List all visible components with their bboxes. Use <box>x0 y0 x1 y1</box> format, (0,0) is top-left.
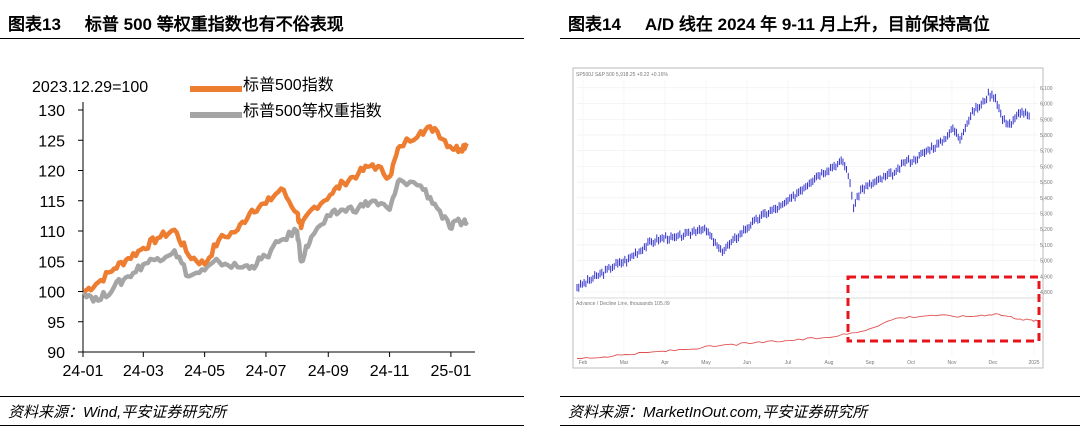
chart-series <box>576 88 1039 359</box>
month-label: Apr <box>661 360 669 366</box>
figure-13-panel: 图表13 标普 500 等权重指数也有不俗表现 2023.12.29=100 标普… <box>0 0 524 439</box>
price-tick-label: 5,100 <box>1040 243 1053 249</box>
y-tick-label: 130 <box>38 103 65 120</box>
figure-14-title: 图表14 A/D 线在 2024 年 9-11 月上升，目前保持高位 <box>568 10 990 35</box>
figure-13-bottom-rule <box>0 396 524 397</box>
month-label: Mar <box>620 360 629 366</box>
price-tick-label: 4,800 <box>1040 290 1053 296</box>
y-tick-label: 120 <box>38 164 65 181</box>
price-tick-label: 4,900 <box>1040 274 1053 280</box>
figure-13-top-rule <box>0 38 524 39</box>
figure-13-title: 图表13 标普 500 等权重指数也有不俗表现 <box>8 10 344 35</box>
price-tick-label: 6,100 <box>1040 86 1053 92</box>
x-tick-label: 24-01 <box>63 363 104 380</box>
month-label: 2025 <box>1028 360 1039 366</box>
month-label: Jun <box>743 360 751 366</box>
series-line-sp500-equal-weight <box>81 177 469 304</box>
legend-label-sp500-equal-weight: 标普500等权重指数 <box>243 102 382 120</box>
figure-14-chart: SP500J S&P 500 5,918.25 +9.22 +0.16% Adv… <box>572 67 1053 369</box>
y-tick-label: 95 <box>47 315 65 332</box>
price-tick-label: 6,000 <box>1040 102 1053 108</box>
figure-14-bottom-rule <box>560 396 1080 397</box>
chart-axes: 90 95 100 105 110 115 120 125 130 24-01 24-03 24-05… <box>38 102 475 380</box>
y-tick-label: 110 <box>39 224 65 241</box>
price-header: SP500J S&P 500 5,918.25 +9.22 +0.16% <box>576 72 668 78</box>
highlight-box <box>846 275 1041 343</box>
x-tick-label: 24-03 <box>123 363 164 380</box>
price-tick-label: 5,700 <box>1040 149 1053 155</box>
figure-13-number: 图表13 <box>8 15 61 34</box>
screenshot-frame <box>572 67 1044 369</box>
x-tick-label: 24-11 <box>370 363 410 380</box>
y-tick-label: 115 <box>39 194 65 211</box>
figure-14-source: 资料来源：MarketInOut.com,平安证券研究所 <box>568 404 868 421</box>
month-label: Sep <box>866 360 875 366</box>
price-tick-label: 5,600 <box>1040 164 1053 170</box>
figure-14-title-text: A/D 线在 2024 年 9-11 月上升，目前保持高位 <box>644 15 990 34</box>
figure-14-end-rule <box>560 425 1080 426</box>
month-label: Aug <box>825 360 834 366</box>
x-tick-label: 24-05 <box>184 363 225 380</box>
month-label: Oct <box>907 360 915 366</box>
figure-13-chart: 2023.12.29=100 标普500指数 标普500等权重指数 90 95 10… <box>32 76 475 380</box>
month-label: May <box>701 360 711 366</box>
base-date-note: 2023.12.29=100 <box>32 79 148 96</box>
chart-series <box>81 124 469 304</box>
price-grid: 4,800 4,900 5,000 5,100 5,200 5,300 5,400 5,500… <box>577 80 1053 366</box>
ad-line-label: Advance / Decline Line, thousands 105.89 <box>576 301 670 307</box>
figure-14-top-rule <box>560 38 1080 39</box>
y-tick-label: 90 <box>47 345 65 362</box>
price-tick-label: 5,000 <box>1040 259 1053 265</box>
series-sp500-price <box>576 88 1030 292</box>
price-tick-label: 5,500 <box>1040 180 1053 186</box>
x-tick-label: 24-07 <box>245 363 286 380</box>
price-tick-label: 5,900 <box>1040 117 1053 123</box>
series-line-sp500 <box>82 124 469 294</box>
legend-label-sp500: 标普500指数 <box>243 76 334 94</box>
figure-14-number: 图表14 <box>568 15 621 34</box>
figure-13-title-text: 标普 500 等权重指数也有不俗表现 <box>84 15 344 34</box>
figure-14-panel: 图表14 A/D 线在 2024 年 9-11 月上升，目前保持高位 SP500J… <box>560 0 1080 439</box>
price-tick-label: 5,400 <box>1040 196 1053 202</box>
x-tick-label: 24-09 <box>308 363 349 380</box>
y-tick-label: 100 <box>38 285 65 302</box>
series-ad-line <box>577 313 1039 359</box>
figure-13-end-rule <box>0 425 524 426</box>
y-tick-label: 125 <box>38 133 65 150</box>
price-tick-label: 5,300 <box>1040 211 1053 217</box>
figure-13-source: 资料来源：Wind,平安证券研究所 <box>8 404 227 421</box>
price-tick-label: 5,200 <box>1040 227 1053 233</box>
month-label: Dec <box>989 360 998 366</box>
price-tick-label: 5,800 <box>1040 133 1053 139</box>
month-label: Nov <box>948 360 957 366</box>
month-label: Jul <box>785 360 791 366</box>
month-label: Feb <box>579 360 588 366</box>
y-tick-label: 105 <box>38 254 65 271</box>
x-tick-label: 25-01 <box>430 363 471 380</box>
